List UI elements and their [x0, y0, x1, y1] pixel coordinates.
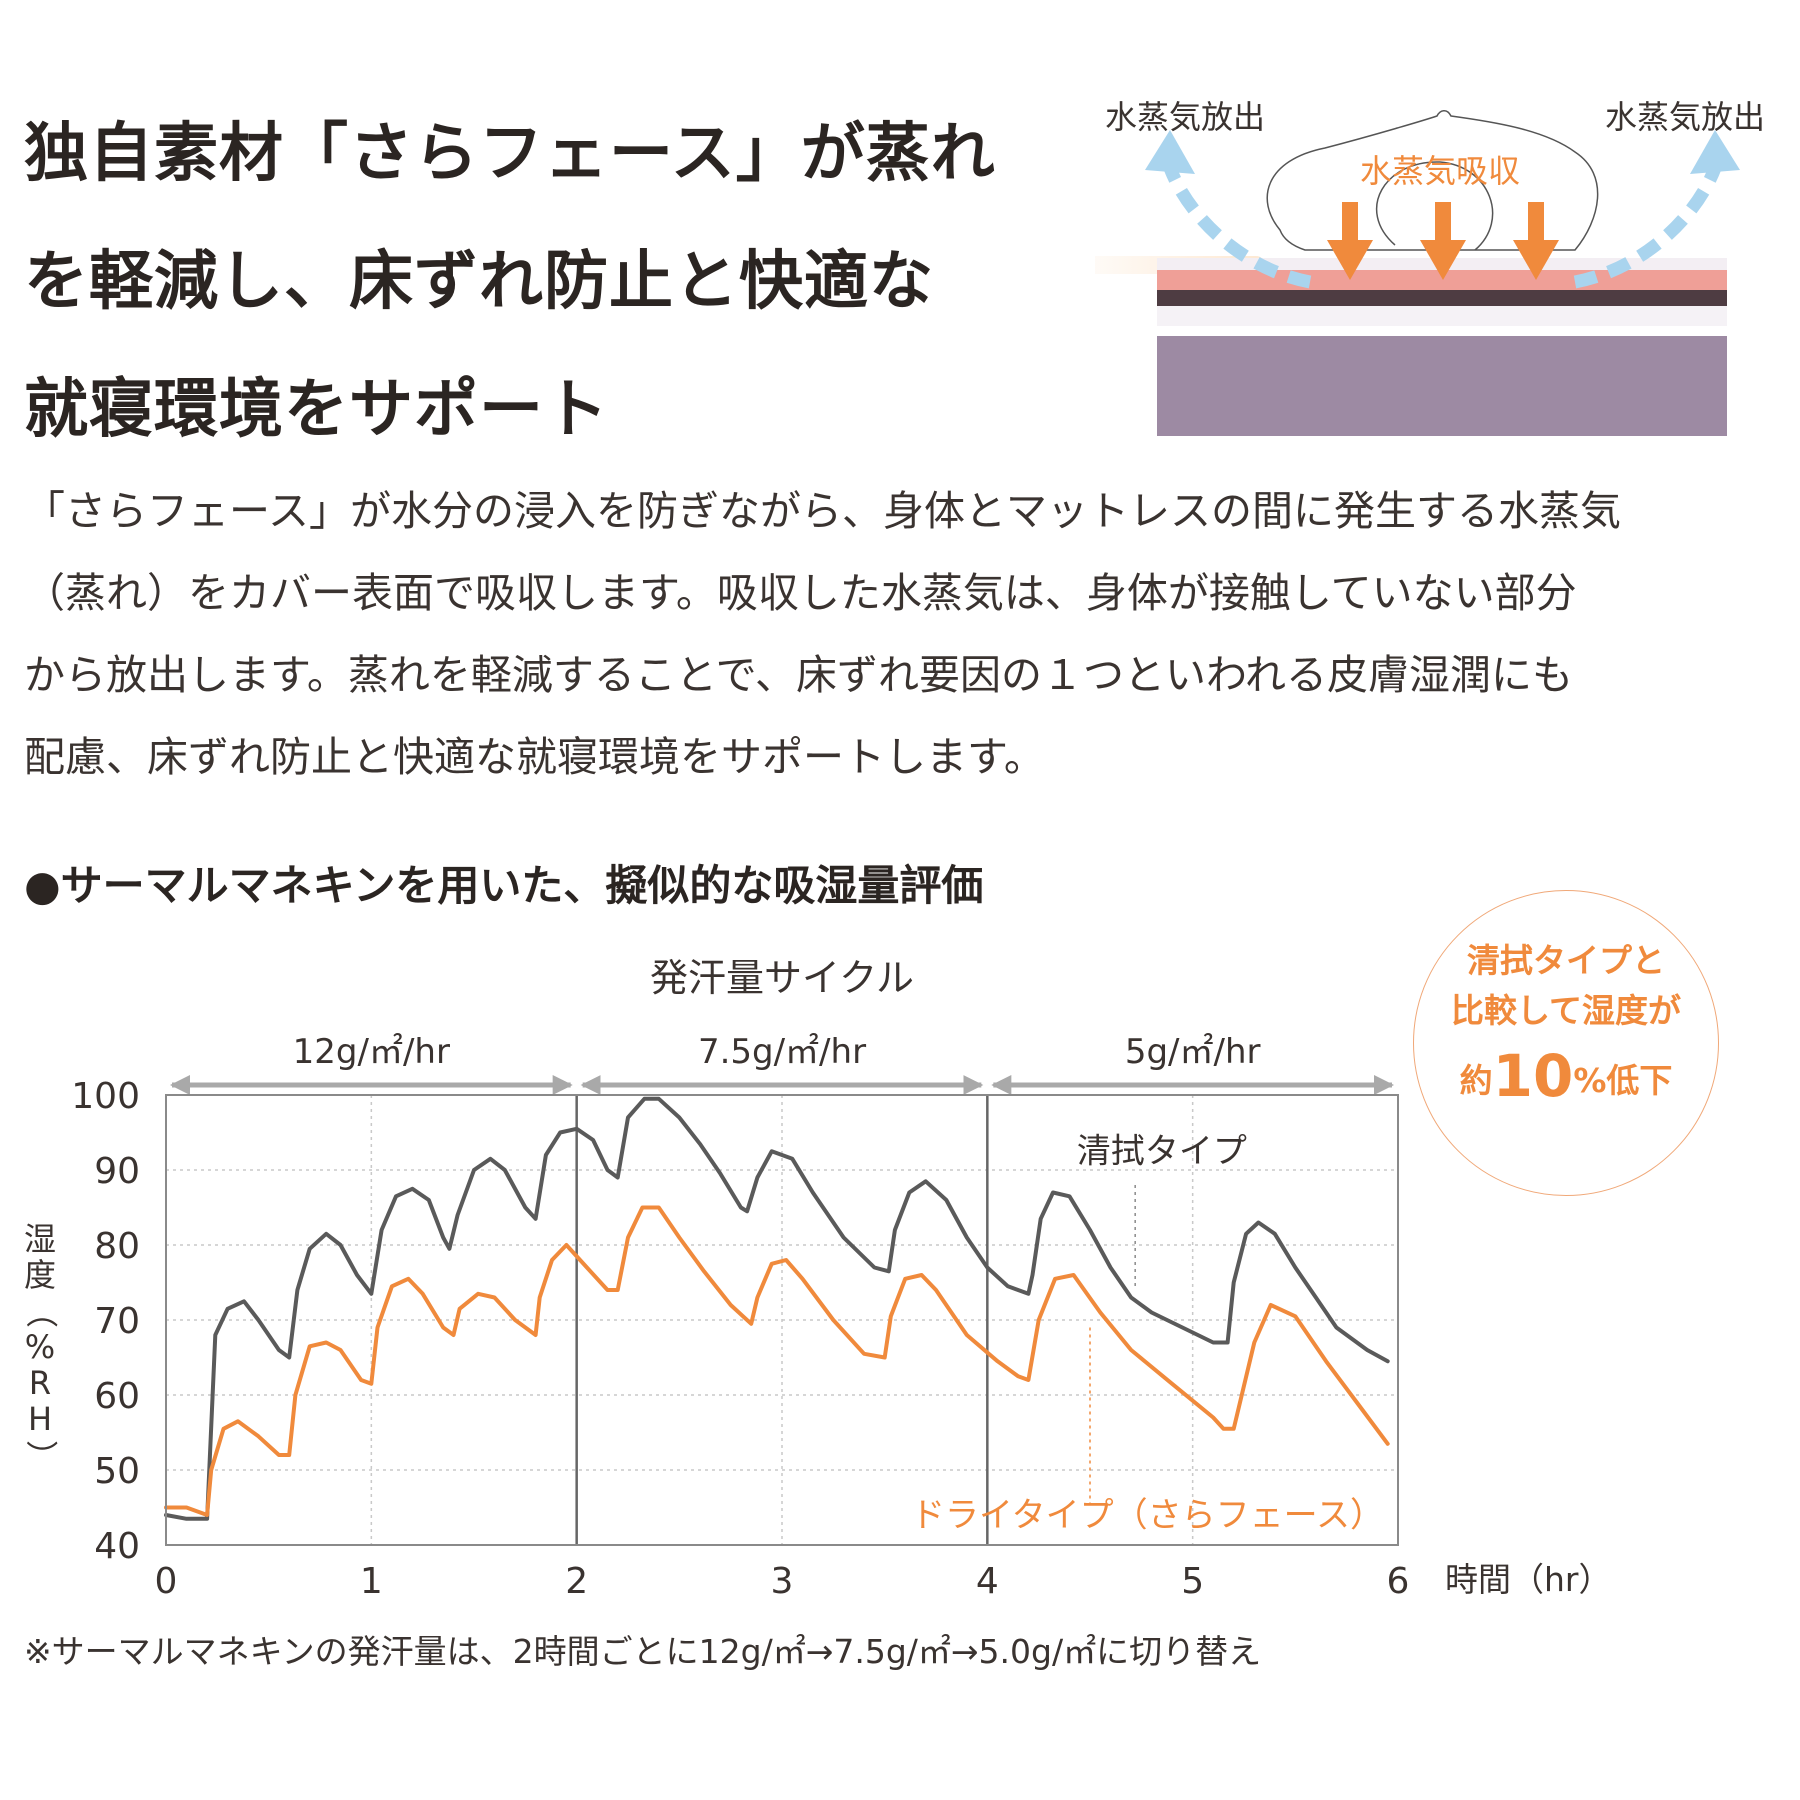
y-tick-label: 80: [94, 1226, 140, 1267]
release-arrowhead-left: [1145, 130, 1195, 174]
callout-number: 10: [1492, 1042, 1574, 1110]
x-tick-label: 0: [155, 1561, 178, 1602]
release-label-right: 水蒸気放出: [1605, 98, 1765, 136]
callout-line-3: 約10%低下: [1414, 1041, 1718, 1116]
x-tick-label: 6: [1387, 1561, 1410, 1602]
cover-white-layer: [1157, 306, 1727, 326]
tick-labels: 40 50 60 70 80 90 100 0 1 2 3 4 5 6: [71, 1076, 1409, 1602]
plot-frame: [165, 1094, 1399, 1546]
series-line-2: [164, 1205, 1390, 1517]
y-axis-label-char: 度: [24, 1256, 56, 1294]
y-tick-label: 100: [71, 1076, 140, 1117]
description: 「さらフェース」が水分の浸入を防ぎながら、身体とマットレスの間に発生する水蒸気 …: [24, 470, 1754, 798]
callout-badge: 清拭タイプと 比較して湿度が 約10%低下: [1413, 890, 1719, 1196]
x-tick-label: 5: [1181, 1561, 1204, 1602]
x-tick-label: 1: [360, 1561, 383, 1602]
y-axis-label: 湿度（%RH）: [22, 1220, 60, 1472]
release-arrowhead-right: [1690, 130, 1740, 174]
y-tick-label: 70: [94, 1301, 140, 1342]
phase-lines: 12g/㎡/hr 7.5g/㎡/hr 5g/㎡/hr: [170, 1032, 1394, 1545]
x-tick-label: 3: [771, 1561, 794, 1602]
absorb-arrow-2-shaft: [1435, 202, 1451, 244]
phase-label: 5g/㎡/hr: [1125, 1032, 1261, 1072]
absorb-arrow-2-head: [1420, 240, 1466, 280]
absorb-arrow-3-head: [1513, 240, 1559, 280]
y-tick-label: 60: [94, 1376, 140, 1417]
phase-label: 12g/㎡/hr: [293, 1032, 450, 1072]
y-axis-label-char: %: [25, 1328, 55, 1366]
callout-prefix: 約: [1459, 1061, 1493, 1100]
y-tick-label: 50: [94, 1451, 140, 1492]
annotation-wipe-type: 清拭タイプ: [1077, 1132, 1247, 1172]
mattress: [1157, 336, 1727, 436]
ear-outline: [1375, 161, 1494, 251]
callout-suffix: %低下: [1573, 1061, 1673, 1100]
description-line-3: から放出します。蒸れを軽減することで、床ずれ要因の１つといわれる皮膚湿潤にも: [24, 651, 1573, 699]
series-line-1: [164, 1096, 1390, 1521]
vapor-diagram: 水蒸気放出 水蒸気放出 水蒸気吸収: [1095, 98, 1765, 436]
description-line-4: 配慮、床ずれ防止と快適な就寝環境をサポートします。: [24, 733, 1045, 781]
chart-series: [164, 1096, 1390, 1521]
description-line-1: 「さらフェース」が水分の浸入を防ぎながら、身体とマットレスの間に発生する水蒸気: [24, 487, 1621, 535]
section-title: ●サーマルマネキンを用いた、擬似的な吸湿量評価: [24, 861, 984, 910]
cover-dark-layer: [1157, 290, 1727, 306]
footnote: ※サーマルマネキンの発汗量は、2時間ごとに12g/㎡→7.5g/㎡→5.0g/㎡…: [24, 1632, 1262, 1671]
annotation-dry-type: ドライタイプ（さらフェース）: [911, 1495, 1384, 1535]
callout-line-1: 清拭タイプと: [1467, 941, 1665, 980]
headline-line-2: を軽減し、床ずれ防止と快適な: [24, 245, 934, 319]
absorb-label: 水蒸気吸収: [1360, 152, 1520, 190]
chart-title: 発汗量サイクル: [650, 956, 914, 1000]
x-axis-label: 時間（hr）: [1445, 1560, 1611, 1599]
absorb-arrow-1-head: [1327, 240, 1373, 280]
headline: 独自素材「さらフェース」が蒸れ を軽減し、床ずれ防止と快適な 就寝環境をサポート: [24, 90, 1064, 474]
y-axis-label-char: 湿: [24, 1220, 56, 1258]
y-axis-label-char: ）: [22, 1440, 60, 1472]
headline-line-1: 独自素材「さらフェース」が蒸れ: [24, 117, 996, 191]
absorb-arrows: [1327, 202, 1559, 280]
description-line-2: （蒸れ）をカバー表面で吸収します。吸収した水蒸気は、身体が接触していない部分: [24, 569, 1577, 617]
callout-line-2: 比較して湿度が: [1450, 991, 1681, 1030]
y-tick-label: 90: [94, 1151, 140, 1192]
headline-line-3: 就寝環境をサポート: [24, 373, 609, 447]
absorb-arrow-1-shaft: [1342, 202, 1358, 244]
y-tick-label: 40: [94, 1526, 140, 1567]
x-tick-label: 2: [565, 1561, 588, 1602]
y-axis-label-char: R: [29, 1364, 51, 1402]
absorb-arrow-3-shaft: [1528, 202, 1544, 244]
x-tick-label: 4: [976, 1561, 999, 1602]
phase-label: 7.5g/㎡/hr: [698, 1032, 866, 1072]
head-outline: [1266, 110, 1599, 251]
release-label-left: 水蒸気放出: [1105, 98, 1265, 136]
y-axis-label-char: （: [22, 1296, 60, 1328]
y-axis-label-char: H: [28, 1400, 52, 1438]
